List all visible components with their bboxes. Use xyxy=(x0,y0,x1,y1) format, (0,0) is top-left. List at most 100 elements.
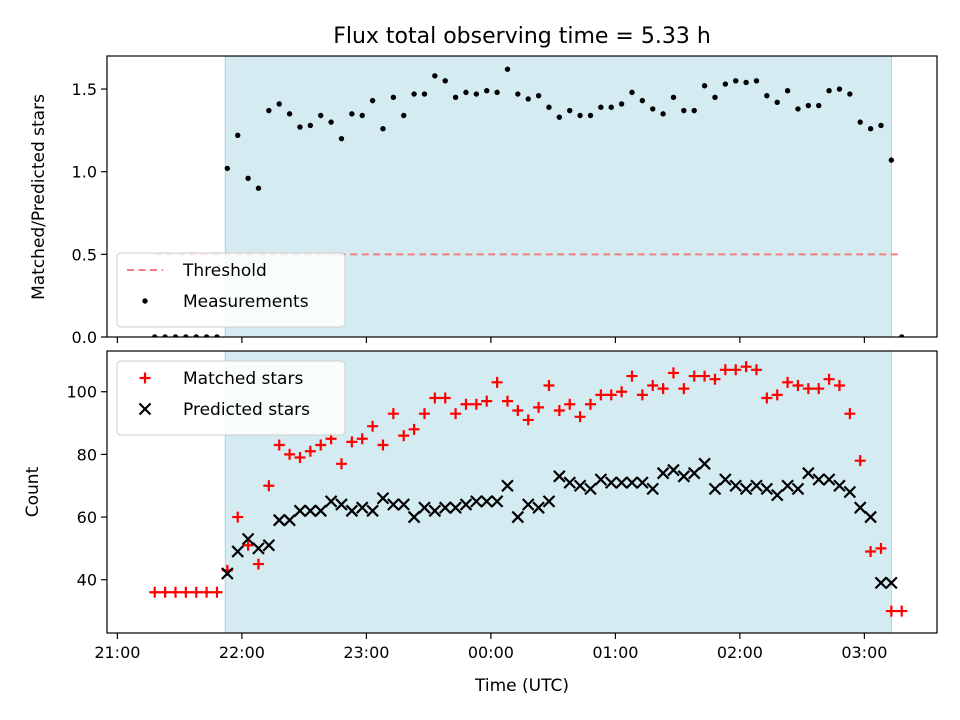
matched-star-point xyxy=(418,408,430,420)
series-matched-stars xyxy=(149,361,908,617)
matched-star-point xyxy=(802,383,814,395)
series-measurements xyxy=(152,66,905,337)
measurement-point xyxy=(193,334,199,337)
measurement-point xyxy=(390,94,397,101)
predicted-star-point xyxy=(252,542,265,555)
y-tick-label: 0.0 xyxy=(72,328,97,347)
predicted-star-point xyxy=(833,479,846,493)
top-panel: Matched/Predicted stars 0.0 0.5 1.0 1.5 Thre… xyxy=(29,55,938,347)
measurement-point xyxy=(152,334,158,337)
predicted-star-point xyxy=(428,504,442,518)
matched-star-point xyxy=(771,389,783,401)
matched-star-point xyxy=(460,398,472,410)
matched-star-point xyxy=(252,558,264,570)
x-tick-label: 23:00 xyxy=(343,643,389,662)
y-tick-label: 60 xyxy=(77,508,97,527)
matched-star-point xyxy=(844,408,856,420)
matched-star-point xyxy=(657,383,669,395)
legend-label: Matched stars xyxy=(183,369,303,389)
measurement-point xyxy=(867,126,874,132)
predicted-star-point xyxy=(822,473,836,486)
matched-star-point xyxy=(335,458,347,470)
predicted-star-point xyxy=(511,510,525,524)
measurement-point xyxy=(722,81,729,87)
matched-star-point xyxy=(782,376,794,388)
measurement-point xyxy=(784,88,791,94)
predicted-star-point xyxy=(874,576,888,590)
x-tick-label: 00:00 xyxy=(468,643,514,662)
predicted-star-point xyxy=(708,482,722,496)
legend: Matched stars Predicted stars xyxy=(116,360,346,436)
matched-star-point xyxy=(626,370,638,382)
matched-star-point xyxy=(159,586,171,598)
predicted-star-point xyxy=(262,538,276,552)
predicted-star-point xyxy=(791,482,805,496)
matched-star-point xyxy=(896,605,908,617)
axes-frame xyxy=(106,350,938,634)
y-tick-label: 1.5 xyxy=(72,80,97,99)
matched-star-point xyxy=(833,379,845,391)
matched-star-point xyxy=(595,389,607,401)
predicted-star-point xyxy=(770,488,784,502)
predicted-star-point xyxy=(345,504,359,518)
predicted-star-point xyxy=(625,476,639,489)
plot-area xyxy=(152,66,905,337)
predicted-star-point xyxy=(667,463,680,477)
plot-area xyxy=(149,361,908,617)
matched-star-point xyxy=(377,439,389,451)
matched-star-point xyxy=(823,373,835,385)
measurement-point xyxy=(183,334,189,337)
measurement-point xyxy=(774,99,780,105)
predicted-star-point xyxy=(366,504,379,518)
predicted-star-point xyxy=(335,498,348,511)
measurement-point xyxy=(504,66,511,72)
measurement-point xyxy=(753,78,760,84)
matched-star-point xyxy=(574,411,586,423)
matched-star-point xyxy=(865,546,877,558)
predicted-star-point xyxy=(501,479,514,493)
matched-star-point xyxy=(481,395,493,407)
measurement-point xyxy=(318,112,324,119)
matched-star-point xyxy=(885,605,897,617)
measurement-point xyxy=(338,135,345,142)
measurement-point xyxy=(857,119,863,125)
predicted-star-point xyxy=(459,498,473,511)
predicted-star-point xyxy=(283,513,296,527)
bottom-panel: Count 40 60 80 100 21:00 22:00 23:00 00:00 01:00… xyxy=(23,350,938,662)
legend-label: Measurements xyxy=(183,292,309,312)
measurement-point xyxy=(235,132,241,139)
predicted-star-point xyxy=(355,501,369,514)
matched-star-point xyxy=(730,364,742,376)
measurement-point xyxy=(899,334,905,337)
matched-star-point xyxy=(678,383,690,395)
measurement-point xyxy=(214,334,220,337)
x-tick-label: 01:00 xyxy=(592,643,638,662)
measurement-point xyxy=(712,94,718,101)
measurement-point xyxy=(733,78,739,84)
predicted-star-point xyxy=(604,476,618,489)
measurement-point xyxy=(162,334,168,337)
measurement-point xyxy=(826,88,832,94)
predicted-star-point xyxy=(802,466,815,480)
measurement-point xyxy=(224,165,231,172)
measurement-point xyxy=(836,86,843,92)
y-tick-label: 0.5 xyxy=(72,245,97,264)
predicted-star-point xyxy=(885,576,898,590)
measurement-point xyxy=(816,102,822,109)
matched-star-point xyxy=(699,370,711,382)
x-tick-label: 02:00 xyxy=(717,643,763,662)
measurement-point xyxy=(411,91,417,97)
predicted-star-point xyxy=(542,495,556,508)
matched-star-point xyxy=(273,439,285,451)
matched-star-point xyxy=(813,383,825,395)
predicted-star-point xyxy=(739,482,753,496)
predicted-star-point xyxy=(573,479,587,493)
series-predicted-stars xyxy=(221,457,898,590)
predicted-star-point xyxy=(418,501,431,514)
matched-star-point xyxy=(398,430,410,442)
matched-star-point xyxy=(387,408,399,420)
measurement-point xyxy=(608,104,614,110)
predicted-star-point xyxy=(615,476,628,489)
matched-star-point xyxy=(450,408,462,420)
y-tick-label: 80 xyxy=(77,445,97,464)
